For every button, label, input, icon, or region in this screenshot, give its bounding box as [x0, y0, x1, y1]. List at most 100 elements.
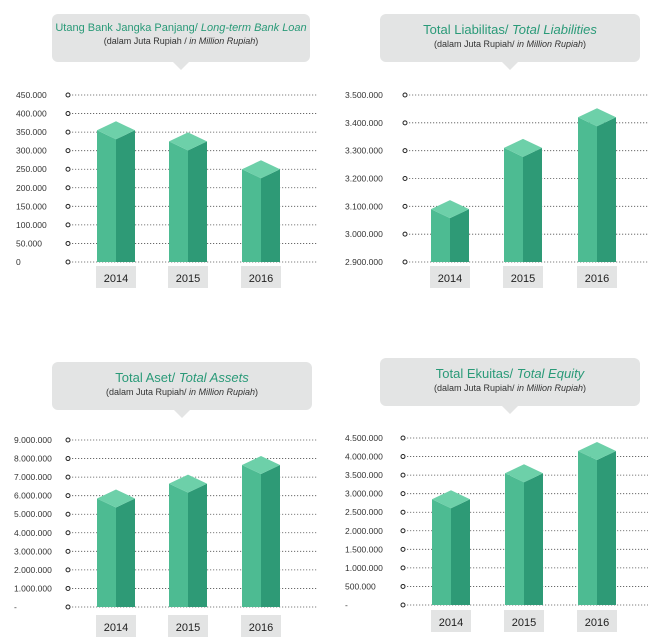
bar-2015: [169, 474, 207, 607]
tick-dot: [65, 474, 71, 480]
x-tick-label: 2014: [439, 617, 463, 629]
y-tick-label: 3.000.000: [345, 489, 383, 499]
chart-subtitle: (dalam Juta Rupiah/ in Million Rupiah): [433, 39, 587, 49]
tick-dot: [65, 166, 71, 172]
chart-title-bubble: Utang Bank Jangka Panjang/ Long-term Ban…: [52, 14, 310, 70]
tick-dot: [400, 528, 406, 534]
bar-top-face: [242, 160, 280, 179]
y-tick-label: 3.400.000: [345, 118, 383, 128]
bar-top-face: [97, 489, 135, 508]
bar-front-face: [432, 499, 451, 605]
chart-title-bubble: Total Ekuitas/ Total Equity (dalam Juta …: [380, 358, 640, 414]
bar-2015: [505, 464, 543, 605]
tick-dot: [400, 565, 406, 571]
x-tick-label: 2016: [585, 273, 609, 285]
tick-dot: [402, 259, 408, 265]
y-tick-label: 2.000.000: [14, 565, 52, 575]
chart-panel-total-equity: Total Ekuitas/ Total Equity (dalam Juta …: [330, 320, 660, 640]
x-tick-label: 2016: [249, 622, 273, 634]
y-tick-label: 1.000.000: [345, 563, 383, 573]
bar-front-face: [169, 141, 188, 262]
x-tick-label: 2014: [104, 622, 128, 634]
tick-dot: [65, 585, 71, 591]
y-tick-label: 3.300.000: [345, 146, 383, 156]
tick-dot: [65, 437, 71, 443]
y-tick-label: 3.500.000: [345, 470, 383, 480]
y-tick-label: 2.500.000: [345, 507, 383, 517]
y-tick-label: 500.000: [345, 581, 376, 591]
y-tick-label: 450.000: [16, 90, 47, 100]
y-tick-label: 3.000.000: [14, 546, 52, 556]
y-tick-label: 5.000.000: [14, 509, 52, 519]
bar-top-face: [504, 138, 542, 157]
bar-side-face: [597, 450, 616, 605]
chart-title-bubble: Total Liabilitas/ Total Liabilities (dal…: [380, 14, 640, 70]
bar-front-face: [431, 209, 450, 262]
tick-dot: [400, 472, 406, 478]
x-tick-label: 2015: [511, 273, 535, 285]
y-tick-label: 3.200.000: [345, 174, 383, 184]
tick-dot: [65, 493, 71, 499]
y-tick-label: 8.000.000: [14, 454, 52, 464]
tick-dot: [65, 548, 71, 554]
x-tick-label: 2014: [438, 273, 462, 285]
x-label-box: [577, 266, 617, 288]
y-tick-label: 400.000: [16, 109, 47, 119]
tick-dot: [65, 129, 71, 135]
bar-chart: 2.900.000 3.000.000 3.100.000 3.200.000 3.30…: [345, 90, 648, 288]
y-tick-label: 6.000.000: [14, 491, 52, 501]
x-tick-label: 2015: [176, 622, 200, 634]
bar-front-face: [97, 130, 116, 262]
y-tick-label: 3.100.000: [345, 201, 383, 211]
tick-dot: [402, 231, 408, 237]
tick-dot: [65, 511, 71, 517]
bar-chart: - 1.000.000 2.000.000 3.000.000 4.000.000 5.0…: [14, 435, 318, 637]
bar-2015: [504, 138, 542, 262]
x-tick-label: 2015: [176, 273, 200, 285]
x-label-box: [241, 266, 281, 288]
chart-title: Total Aset/ Total Assets: [115, 370, 249, 385]
bar-side-face: [116, 498, 135, 607]
bar-front-face: [578, 450, 597, 605]
x-tick-label: 2016: [585, 617, 609, 629]
y-tick-label: 3.000.000: [345, 229, 383, 239]
tick-dot: [402, 203, 408, 209]
bar-2016: [242, 456, 280, 607]
tick-dot: [402, 120, 408, 126]
bar-2016: [578, 108, 616, 263]
tick-dot: [400, 602, 406, 608]
bar-2014: [432, 490, 470, 605]
bar-top-face: [578, 108, 616, 127]
bar-top-face: [578, 441, 616, 460]
bar-front-face: [242, 465, 261, 607]
bar-top-face: [432, 490, 470, 509]
tick-dot: [400, 491, 406, 497]
y-tick-label: 2.000.000: [345, 526, 383, 536]
chart-subtitle: (dalam Juta Rupiah/ in Million Rupiah): [433, 383, 587, 393]
bar-side-face: [188, 141, 207, 262]
x-label-box: [431, 610, 471, 632]
bar-front-face: [504, 147, 523, 262]
bar-top-face: [242, 456, 280, 475]
bar-2014: [97, 121, 135, 262]
tick-dot: [400, 509, 406, 515]
x-label-box: [504, 610, 544, 632]
bar-2016: [578, 441, 616, 605]
bar-side-face: [523, 147, 542, 262]
y-tick-label: 1.500.000: [345, 544, 383, 554]
chart-subtitle: (dalam Juta Rupiah/ in Million Rupiah): [105, 387, 259, 397]
tick-dot: [65, 111, 71, 117]
tick-dot: [400, 583, 406, 589]
chart-panel-total-assets: Total Aset/ Total Assets (dalam Juta Rup…: [0, 320, 330, 640]
chart-title-bubble: Total Aset/ Total Assets (dalam Juta Rup…: [52, 362, 312, 418]
x-label-box: [430, 266, 470, 288]
bar-chart: 0 50.000 100.000 150.000 200.000 250.000 300.0…: [16, 90, 318, 288]
x-tick-label: 2014: [104, 273, 128, 285]
y-tick-label: 4.000.000: [14, 528, 52, 538]
y-tick-label: 50.000: [16, 238, 42, 248]
bar-front-face: [578, 117, 597, 263]
bar-side-face: [261, 465, 280, 607]
tick-dot: [65, 240, 71, 246]
y-tick-label: 300.000: [16, 146, 47, 156]
y-tick-label: 4.500.000: [345, 433, 383, 443]
